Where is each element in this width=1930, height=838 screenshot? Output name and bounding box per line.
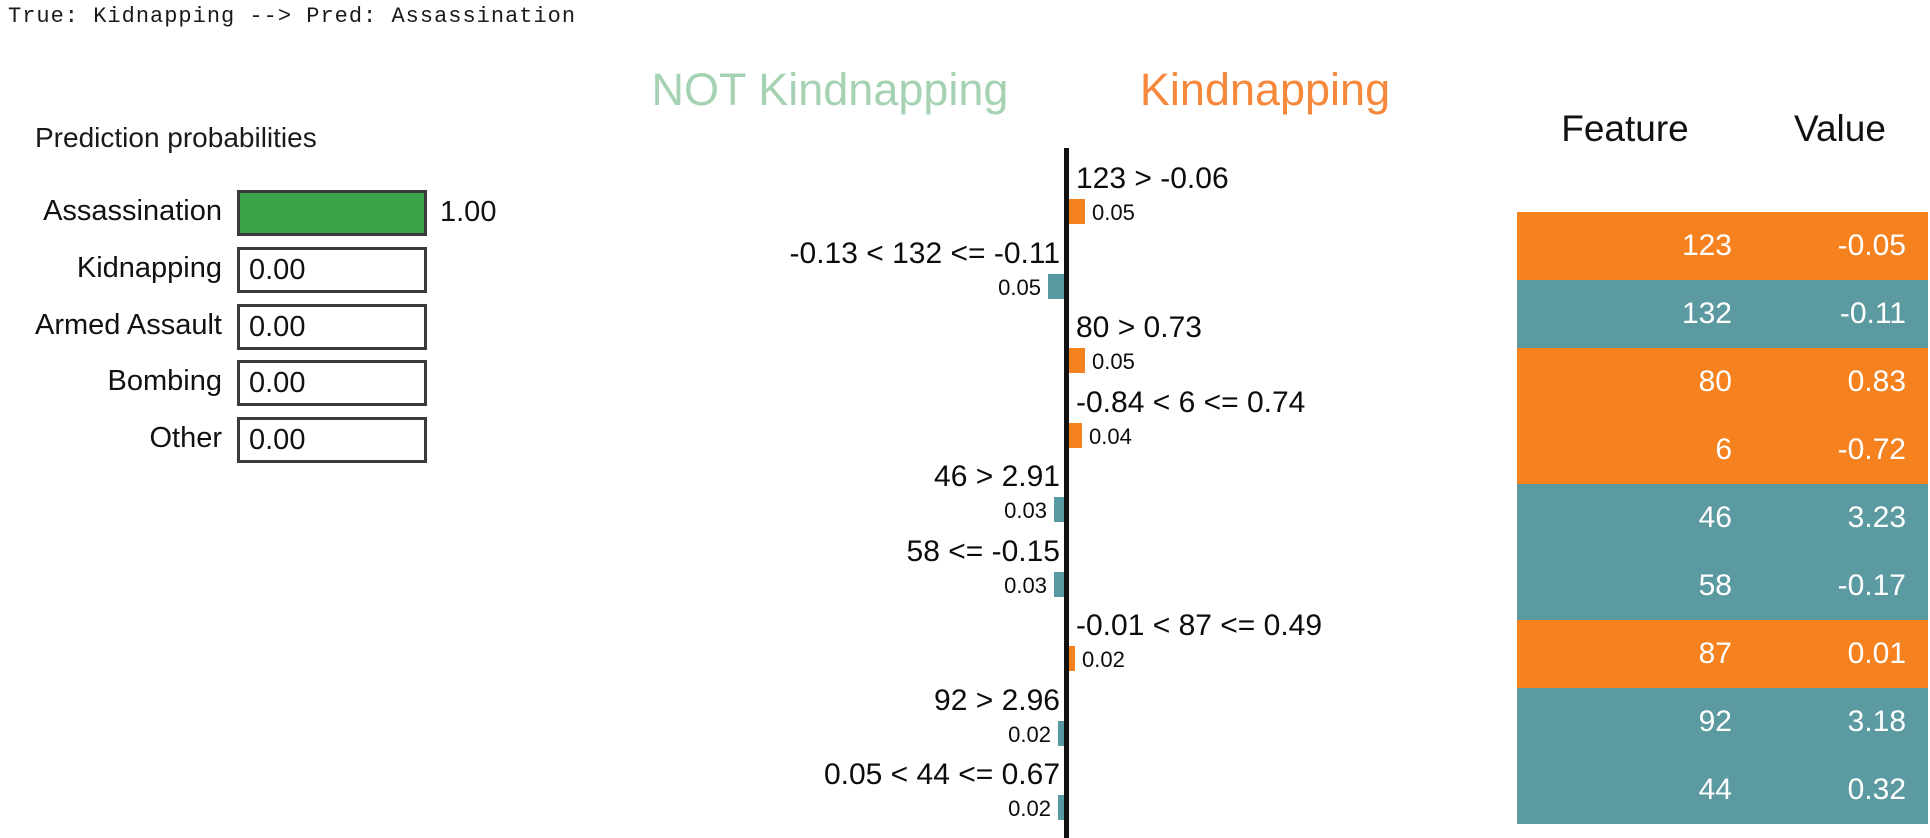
table-row: 44 0.32 [1517, 756, 1928, 824]
weight-bar-orange [1069, 423, 1082, 448]
weight-value: 0.03 [1004, 498, 1047, 523]
table-row: 123 -0.05 [1517, 212, 1928, 280]
feature-cell: 80 [1698, 365, 1732, 398]
table-row: 58 -0.17 [1517, 552, 1928, 620]
weight-value: 0.03 [1004, 573, 1047, 598]
weight-value: 0.02 [1008, 722, 1051, 747]
weight-value: 0.05 [998, 275, 1041, 300]
weight-bar-teal [1048, 274, 1064, 299]
feature-cell: 123 [1681, 229, 1732, 262]
probability-bar: 0.00 [237, 304, 427, 350]
axis-line [1064, 148, 1069, 838]
rule-label: 92 > 2.96 [934, 684, 1060, 717]
weight-bar-orange [1069, 199, 1085, 224]
not-class-header: NOT Kindnapping [651, 64, 1009, 115]
table-row: 92 3.18 [1517, 688, 1928, 756]
feature-cell: 6 [1715, 433, 1732, 466]
rule-label: 80 > 0.73 [1076, 311, 1202, 344]
weight-value: 0.05 [1092, 349, 1135, 374]
rule-label: 58 <= -0.15 [906, 535, 1060, 568]
weight-bar-teal [1054, 497, 1064, 522]
value-cell: -0.17 [1837, 569, 1906, 602]
prediction-probabilities-heading: Prediction probabilities [35, 122, 317, 153]
table-row: 80 0.83 [1517, 348, 1928, 416]
feature-cell: 92 [1698, 705, 1732, 738]
weight-value: 0.02 [1082, 647, 1125, 672]
feature-cell: 46 [1698, 501, 1732, 534]
weight-bar-orange [1069, 646, 1075, 671]
feature-cell: 44 [1698, 773, 1732, 806]
feature-cell: 132 [1681, 297, 1732, 330]
table-header-feature: Feature [1561, 108, 1689, 149]
probability-bar [237, 190, 427, 236]
weight-bar-teal [1058, 721, 1064, 746]
probability-value: 0.00 [249, 424, 306, 456]
probability-label: Armed Assault [35, 309, 222, 341]
probability-value: 0.00 [249, 311, 306, 343]
weight-bar-teal [1054, 572, 1064, 597]
weight-bar-teal [1058, 795, 1064, 820]
value-cell: 3.23 [1847, 501, 1906, 534]
rule-label: 46 > 2.91 [934, 460, 1060, 493]
rule-label: 123 > -0.06 [1076, 162, 1229, 195]
feature-cell: 87 [1698, 637, 1732, 670]
table-row: 132 -0.11 [1517, 280, 1928, 348]
probability-bar: 0.00 [237, 360, 427, 406]
weight-value: 0.05 [1092, 200, 1135, 225]
weight-bar-orange [1069, 348, 1085, 373]
page-title: True: Kidnapping --> Pred: Assassination [8, 4, 577, 29]
probability-label: Bombing [107, 365, 222, 397]
value-cell: -0.11 [1839, 297, 1906, 330]
value-cell: 3.18 [1847, 705, 1906, 738]
probability-bar: 0.00 [237, 417, 427, 463]
probability-value: 0.00 [249, 367, 306, 399]
value-cell: 0.32 [1847, 773, 1906, 806]
probability-bar: 0.00 [237, 247, 427, 293]
table-row: 6 -0.72 [1517, 416, 1928, 484]
weight-value: 0.04 [1089, 424, 1132, 449]
probability-label: Assassination [43, 195, 222, 227]
value-cell: 0.83 [1847, 365, 1906, 398]
table-header-value: Value [1794, 108, 1886, 149]
value-cell: 0.01 [1847, 637, 1906, 670]
probability-value: 0.00 [249, 254, 306, 286]
rule-label: -0.84 < 6 <= 0.74 [1076, 386, 1306, 419]
class-header: Kindnapping [1139, 64, 1391, 115]
rule-label: -0.01 < 87 <= 0.49 [1076, 609, 1323, 642]
probability-value: 1.00 [440, 196, 497, 228]
feature-value-table: 123 -0.05 132 -0.11 80 0.83 6 -0.72 46 3.23 58 -0.1… [1517, 212, 1928, 824]
probability-label: Other [149, 422, 222, 454]
feature-cell: 58 [1698, 569, 1732, 602]
probability-label: Kidnapping [76, 252, 222, 284]
table-row: 46 3.23 [1517, 484, 1928, 552]
value-cell: -0.05 [1837, 229, 1906, 262]
table-row: 87 0.01 [1517, 620, 1928, 688]
rule-label: -0.13 < 132 <= -0.11 [789, 237, 1060, 270]
value-cell: -0.72 [1837, 433, 1906, 466]
weight-value: 0.02 [1008, 796, 1051, 821]
rule-label: 0.05 < 44 <= 0.67 [823, 758, 1060, 791]
